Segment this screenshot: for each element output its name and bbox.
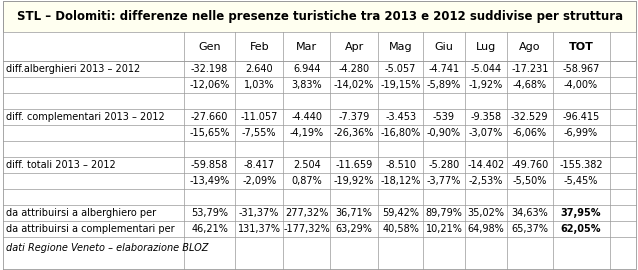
Text: 6.944: 6.944	[293, 64, 320, 74]
Text: -8.510: -8.510	[385, 160, 416, 170]
Text: -3,07%: -3,07%	[469, 128, 503, 138]
Text: Mag: Mag	[389, 42, 412, 52]
Text: -2,09%: -2,09%	[242, 176, 276, 186]
Text: -96.415: -96.415	[563, 112, 600, 122]
Text: -49.760: -49.760	[511, 160, 549, 170]
Text: -5.044: -5.044	[470, 64, 501, 74]
Text: Apr: Apr	[345, 42, 364, 52]
Text: -5.280: -5.280	[428, 160, 459, 170]
Text: Ago: Ago	[519, 42, 540, 52]
Text: 2.640: 2.640	[246, 64, 273, 74]
Text: 131,37%: 131,37%	[238, 224, 281, 234]
Text: -5,89%: -5,89%	[427, 80, 461, 90]
Text: -4,19%: -4,19%	[290, 128, 323, 138]
Text: dati Regione Veneto – elaborazione BLOZ: dati Regione Veneto – elaborazione BLOZ	[6, 243, 209, 253]
Text: 0,87%: 0,87%	[292, 176, 322, 186]
Text: -16,80%: -16,80%	[380, 128, 421, 138]
Text: -32.198: -32.198	[191, 64, 228, 74]
Text: -5,50%: -5,50%	[512, 176, 547, 186]
Text: Mar: Mar	[296, 42, 317, 52]
Text: Lug: Lug	[476, 42, 496, 52]
Text: -31,37%: -31,37%	[239, 208, 279, 218]
Text: diff.alberghieri 2013 – 2012: diff.alberghieri 2013 – 2012	[6, 64, 140, 74]
Text: -58.967: -58.967	[562, 64, 600, 74]
Text: -539: -539	[433, 112, 455, 122]
Text: 1,03%: 1,03%	[244, 80, 274, 90]
Text: -5.057: -5.057	[385, 64, 417, 74]
Text: 63,29%: 63,29%	[336, 224, 373, 234]
Text: -19,15%: -19,15%	[380, 80, 421, 90]
Text: -2,53%: -2,53%	[468, 176, 503, 186]
Text: -11.057: -11.057	[241, 112, 278, 122]
Text: 46,21%: 46,21%	[191, 224, 228, 234]
Text: da attribuirsi a complementari per: da attribuirsi a complementari per	[6, 224, 175, 234]
Bar	[3, 32, 636, 61]
Text: -0,90%: -0,90%	[427, 128, 461, 138]
Text: 36,71%: 36,71%	[336, 208, 373, 218]
Text: 64,98%: 64,98%	[468, 224, 504, 234]
Text: -14,02%: -14,02%	[334, 80, 375, 90]
Text: 89,79%: 89,79%	[426, 208, 463, 218]
Text: -6,99%: -6,99%	[564, 128, 598, 138]
Text: -13,49%: -13,49%	[189, 176, 230, 186]
Text: 34,63%: 34,63%	[512, 208, 548, 218]
Text: -12,06%: -12,06%	[189, 80, 230, 90]
Text: 40,58%: 40,58%	[382, 224, 419, 234]
Text: 62,05%: 62,05%	[561, 224, 601, 234]
Text: -59.858: -59.858	[191, 160, 228, 170]
Text: -4,68%: -4,68%	[513, 80, 547, 90]
Text: 277,32%: 277,32%	[285, 208, 329, 218]
Bar	[3, 1, 636, 32]
Text: Gen: Gen	[198, 42, 221, 52]
Text: -1,92%: -1,92%	[469, 80, 503, 90]
Text: STL – Dolomiti: differenze nelle presenze turistiche tra 2013 e 2012 suddivise p: STL – Dolomiti: differenze nelle presenz…	[17, 10, 623, 23]
Text: -8.417: -8.417	[244, 160, 275, 170]
Text: Feb: Feb	[249, 42, 269, 52]
Text: 53,79%: 53,79%	[191, 208, 228, 218]
Text: -4.280: -4.280	[339, 64, 369, 74]
Text: -6,06%: -6,06%	[513, 128, 547, 138]
Text: diff. totali 2013 – 2012: diff. totali 2013 – 2012	[6, 160, 116, 170]
Text: -11.659: -11.659	[336, 160, 373, 170]
Text: -27.660: -27.660	[191, 112, 228, 122]
Text: 35,02%: 35,02%	[467, 208, 504, 218]
Text: -9.358: -9.358	[470, 112, 501, 122]
Text: -7,55%: -7,55%	[242, 128, 276, 138]
Text: -4,00%: -4,00%	[564, 80, 598, 90]
Text: -15,65%: -15,65%	[189, 128, 230, 138]
Text: -32.529: -32.529	[511, 112, 549, 122]
Text: diff. complementari 2013 – 2012: diff. complementari 2013 – 2012	[6, 112, 165, 122]
Text: -19,92%: -19,92%	[334, 176, 375, 186]
Text: Giu: Giu	[434, 42, 454, 52]
Text: -17.231: -17.231	[511, 64, 549, 74]
Text: -177,32%: -177,32%	[283, 224, 330, 234]
Text: -7.379: -7.379	[339, 112, 370, 122]
Text: 37,95%: 37,95%	[561, 208, 601, 218]
Text: da attribuirsi a alberghiero per: da attribuirsi a alberghiero per	[6, 208, 156, 218]
Text: 2.504: 2.504	[293, 160, 320, 170]
Text: TOT: TOT	[568, 42, 593, 52]
Text: -4.440: -4.440	[291, 112, 322, 122]
Text: -4.741: -4.741	[429, 64, 459, 74]
Text: -5,45%: -5,45%	[564, 176, 598, 186]
Text: 59,42%: 59,42%	[382, 208, 419, 218]
Text: -155.382: -155.382	[560, 160, 603, 170]
Text: 65,37%: 65,37%	[511, 224, 548, 234]
Text: 10,21%: 10,21%	[426, 224, 463, 234]
Text: -26,36%: -26,36%	[334, 128, 375, 138]
Text: 3,83%: 3,83%	[292, 80, 322, 90]
Text: -3,77%: -3,77%	[427, 176, 461, 186]
Text: -18,12%: -18,12%	[380, 176, 421, 186]
Text: -14.402: -14.402	[467, 160, 505, 170]
Text: -3.453: -3.453	[385, 112, 416, 122]
